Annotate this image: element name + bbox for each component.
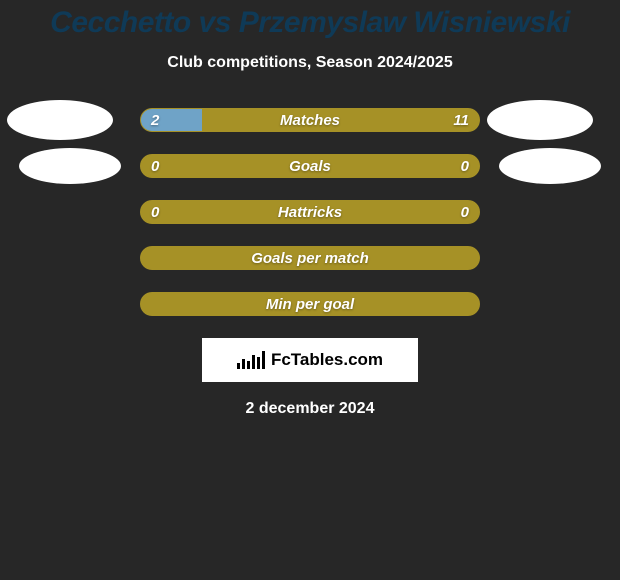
stat-row: Goals per match [0, 246, 620, 270]
player-avatar [19, 148, 121, 184]
stat-value-left: 0 [151, 155, 159, 177]
brand-text: FcTables.com [271, 350, 383, 370]
subtitle: Club competitions, Season 2024/2025 [0, 54, 620, 72]
stat-bar: Matches211 [140, 108, 480, 132]
stat-rows: Matches211Goals00Hattricks00Goals per ma… [0, 108, 620, 316]
stat-row: Hattricks0 0 [0, 200, 620, 224]
player-avatar [7, 100, 113, 140]
stat-bar-label: Hattricks [141, 204, 479, 221]
stat-bar: Goals per match [140, 246, 480, 270]
stat-row: Goals0 0 [0, 154, 620, 178]
stat-value-right: 11 [453, 109, 469, 131]
stat-bar-label: Goals [141, 158, 479, 175]
comparison-infographic: Cecchetto vs Przemyslaw Wisniewski Club … [0, 0, 620, 580]
stat-value-left: 2 [151, 109, 159, 131]
stat-bar-label: Min per goal [141, 296, 479, 313]
stat-bar-label: Goals per match [141, 250, 479, 267]
player-avatar [499, 148, 601, 184]
brand-box: FcTables.com [202, 338, 418, 382]
stat-bar: Min per goal [140, 292, 480, 316]
brand-bars-icon [237, 351, 265, 369]
stat-value-right: 0 [461, 155, 469, 177]
stat-value-left: 0 [151, 201, 159, 223]
stat-bar: Hattricks0 0 [140, 200, 480, 224]
stat-row: Min per goal [0, 292, 620, 316]
stat-value-right: 0 [461, 201, 469, 223]
footer-date: 2 december 2024 [0, 400, 620, 418]
page-title: Cecchetto vs Przemyslaw Wisniewski [0, 0, 620, 40]
player-avatar [487, 100, 593, 140]
stat-bar: Goals0 0 [140, 154, 480, 178]
stat-row: Matches211 [0, 108, 620, 132]
